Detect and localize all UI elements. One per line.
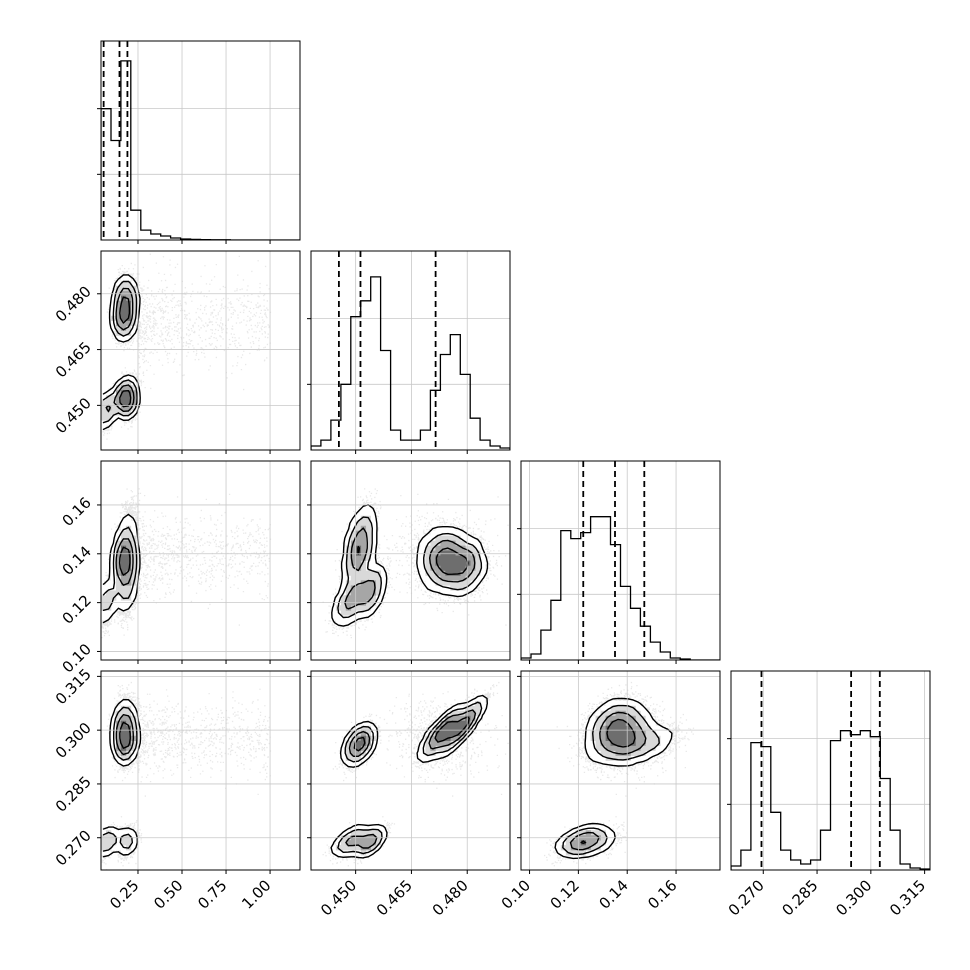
figure-background: [0, 0, 970, 970]
